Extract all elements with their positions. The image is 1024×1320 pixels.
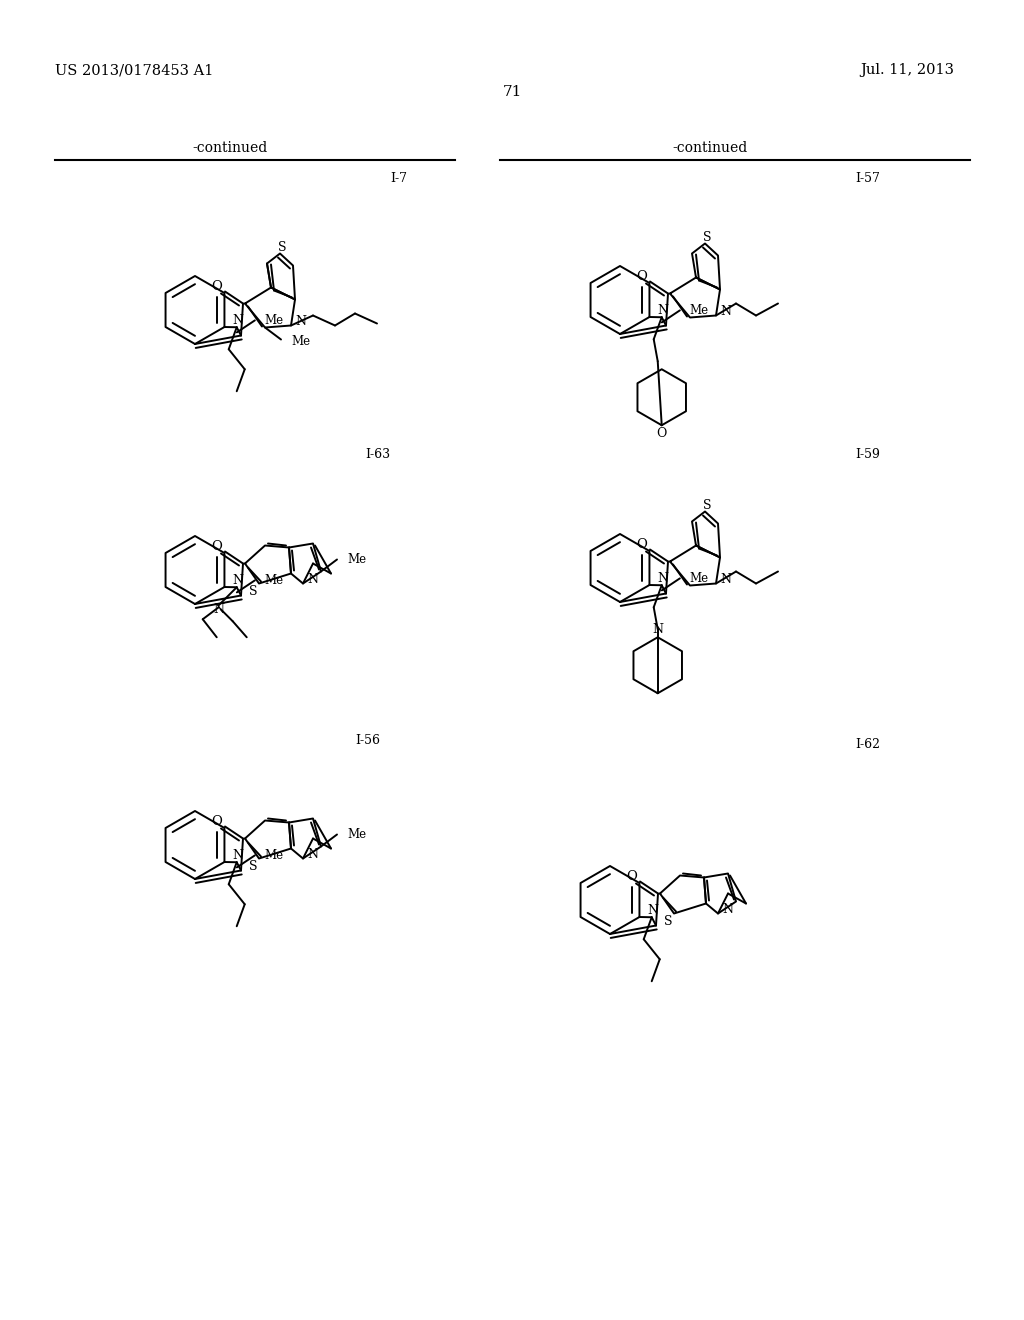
Text: N: N [232, 314, 244, 327]
Text: N: N [295, 315, 306, 327]
Text: Me: Me [265, 574, 284, 587]
Text: O: O [212, 280, 222, 293]
Text: N: N [647, 904, 658, 917]
Text: S: S [249, 585, 257, 598]
Text: N: N [722, 903, 733, 916]
Text: S: S [702, 499, 712, 512]
Text: I-56: I-56 [355, 734, 380, 747]
Text: -continued: -continued [193, 141, 267, 154]
Text: Me: Me [690, 304, 709, 317]
Text: I-62: I-62 [855, 738, 880, 751]
Text: N: N [232, 849, 244, 862]
Text: N: N [213, 603, 224, 615]
Text: N: N [657, 572, 669, 585]
Text: Me: Me [690, 572, 709, 585]
Text: O: O [637, 271, 647, 282]
Text: N: N [232, 574, 244, 587]
Text: Me: Me [265, 849, 284, 862]
Text: O: O [627, 870, 637, 883]
Text: 71: 71 [503, 84, 521, 99]
Text: S: S [249, 861, 257, 873]
Text: -continued: -continued [673, 141, 748, 154]
Text: O: O [637, 539, 647, 550]
Text: S: S [278, 242, 287, 253]
Text: Me: Me [347, 553, 367, 566]
Text: N: N [652, 623, 664, 636]
Text: Me: Me [291, 335, 310, 348]
Text: O: O [656, 426, 667, 440]
Text: I-57: I-57 [855, 172, 880, 185]
Text: N: N [720, 305, 731, 318]
Text: S: S [664, 915, 672, 928]
Text: Jul. 11, 2013: Jul. 11, 2013 [860, 63, 954, 77]
Text: US 2013/0178453 A1: US 2013/0178453 A1 [55, 63, 213, 77]
Text: N: N [307, 573, 318, 586]
Text: I-59: I-59 [855, 449, 880, 462]
Text: O: O [212, 814, 222, 828]
Text: N: N [657, 304, 669, 317]
Text: Me: Me [265, 314, 284, 327]
Text: S: S [702, 231, 712, 244]
Text: I-7: I-7 [390, 172, 407, 185]
Text: I-63: I-63 [365, 449, 390, 462]
Text: Me: Me [347, 828, 367, 841]
Text: N: N [307, 847, 318, 861]
Text: N: N [720, 573, 731, 586]
Text: O: O [212, 540, 222, 553]
